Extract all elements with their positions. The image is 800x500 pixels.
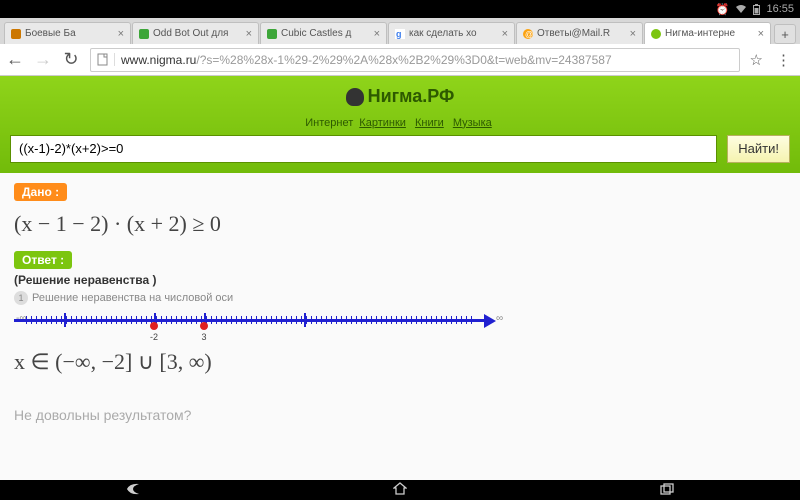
bug-icon <box>346 88 364 106</box>
browser-tab-strip: Боевые Ба× Odd Bot Out для× Cubic Castle… <box>0 18 800 44</box>
axis-caption: 1Решение неравенства на числовой оси <box>14 291 786 307</box>
search-input[interactable] <box>10 135 717 163</box>
feedback-prompt: Не довольны результатом? <box>14 389 786 423</box>
menu-button[interactable]: ⋮ <box>773 51 794 69</box>
close-icon[interactable]: × <box>246 28 252 40</box>
forward-button[interactable]: → <box>34 49 52 70</box>
android-status-bar: ⏰ 16:55 <box>0 0 800 18</box>
address-bar[interactable]: www.nigma.ru/?s=%28%28x-1%29-2%29%2A%28x… <box>90 48 740 72</box>
google-icon: g <box>395 29 405 39</box>
close-icon[interactable]: × <box>374 28 380 40</box>
page-icon <box>97 53 115 66</box>
cat-books[interactable]: Книги <box>415 117 444 129</box>
new-tab-button[interactable]: + <box>774 24 796 44</box>
solution-expression: x ∈ (−∞, −2] ∪ [3, ∞) <box>14 345 786 389</box>
nav-home-icon[interactable] <box>380 482 420 498</box>
nigma-header: Нигма.РФ Интернет Картинки Книги Музыка … <box>0 76 800 173</box>
clock: 16:55 <box>766 3 794 15</box>
nav-back-icon[interactable] <box>113 483 153 498</box>
given-tag: Дано : <box>14 183 67 201</box>
close-icon[interactable]: × <box>758 28 764 40</box>
close-icon[interactable]: × <box>630 28 636 40</box>
browser-tab[interactable]: @Ответы@Mail.R× <box>516 22 643 44</box>
wifi-icon <box>735 4 747 14</box>
mail-icon: @ <box>523 29 533 39</box>
back-button[interactable]: ← <box>6 49 24 70</box>
android-nav-bar <box>0 480 800 500</box>
browser-tab[interactable]: gкак сделать хо× <box>388 22 515 44</box>
bookmark-star-icon[interactable]: ☆ <box>750 51 763 69</box>
url-text: www.nigma.ru/?s=%28%28x-1%29-2%29%2A%28x… <box>121 53 612 67</box>
nav-recent-icon[interactable] <box>647 483 687 498</box>
nigma-logo[interactable]: Нигма.РФ <box>346 86 455 107</box>
answer-subtitle: (Решение неравенства ) <box>14 269 786 291</box>
svg-text:g: g <box>396 29 402 39</box>
category-nav: Интернет Картинки Книги Музыка <box>0 115 800 135</box>
cat-pictures[interactable]: Картинки <box>359 117 406 129</box>
browser-tab-active[interactable]: Нигма-интерне× <box>644 22 771 44</box>
number-line: -∞ -23 ∞ <box>14 309 786 339</box>
reload-button[interactable]: ↻ <box>62 49 80 70</box>
close-icon[interactable]: × <box>502 28 508 40</box>
browser-tab[interactable]: Odd Bot Out для× <box>132 22 259 44</box>
page-content: Нигма.РФ Интернет Картинки Книги Музыка … <box>0 76 800 480</box>
svg-text:@: @ <box>525 30 533 39</box>
results-area: Дано : (x − 1 − 2) · (x + 2) ≥ 0 Ответ :… <box>0 173 800 481</box>
cat-internet[interactable]: Интернет <box>305 117 353 129</box>
search-button[interactable]: Найти! <box>727 135 790 163</box>
close-icon[interactable]: × <box>118 28 124 40</box>
battery-icon <box>753 4 760 15</box>
given-expression: (x − 1 − 2) · (x + 2) ≥ 0 <box>14 201 786 251</box>
answer-tag: Ответ : <box>14 251 72 269</box>
cat-music[interactable]: Музыка <box>453 117 492 129</box>
alarm-icon: ⏰ <box>716 3 730 16</box>
browser-tab[interactable]: Боевые Ба× <box>4 22 131 44</box>
pos-infinity: ∞ <box>496 313 503 324</box>
browser-toolbar: ← → ↻ www.nigma.ru/?s=%28%28x-1%29-2%29%… <box>0 44 800 76</box>
browser-tab[interactable]: Cubic Castles д× <box>260 22 387 44</box>
